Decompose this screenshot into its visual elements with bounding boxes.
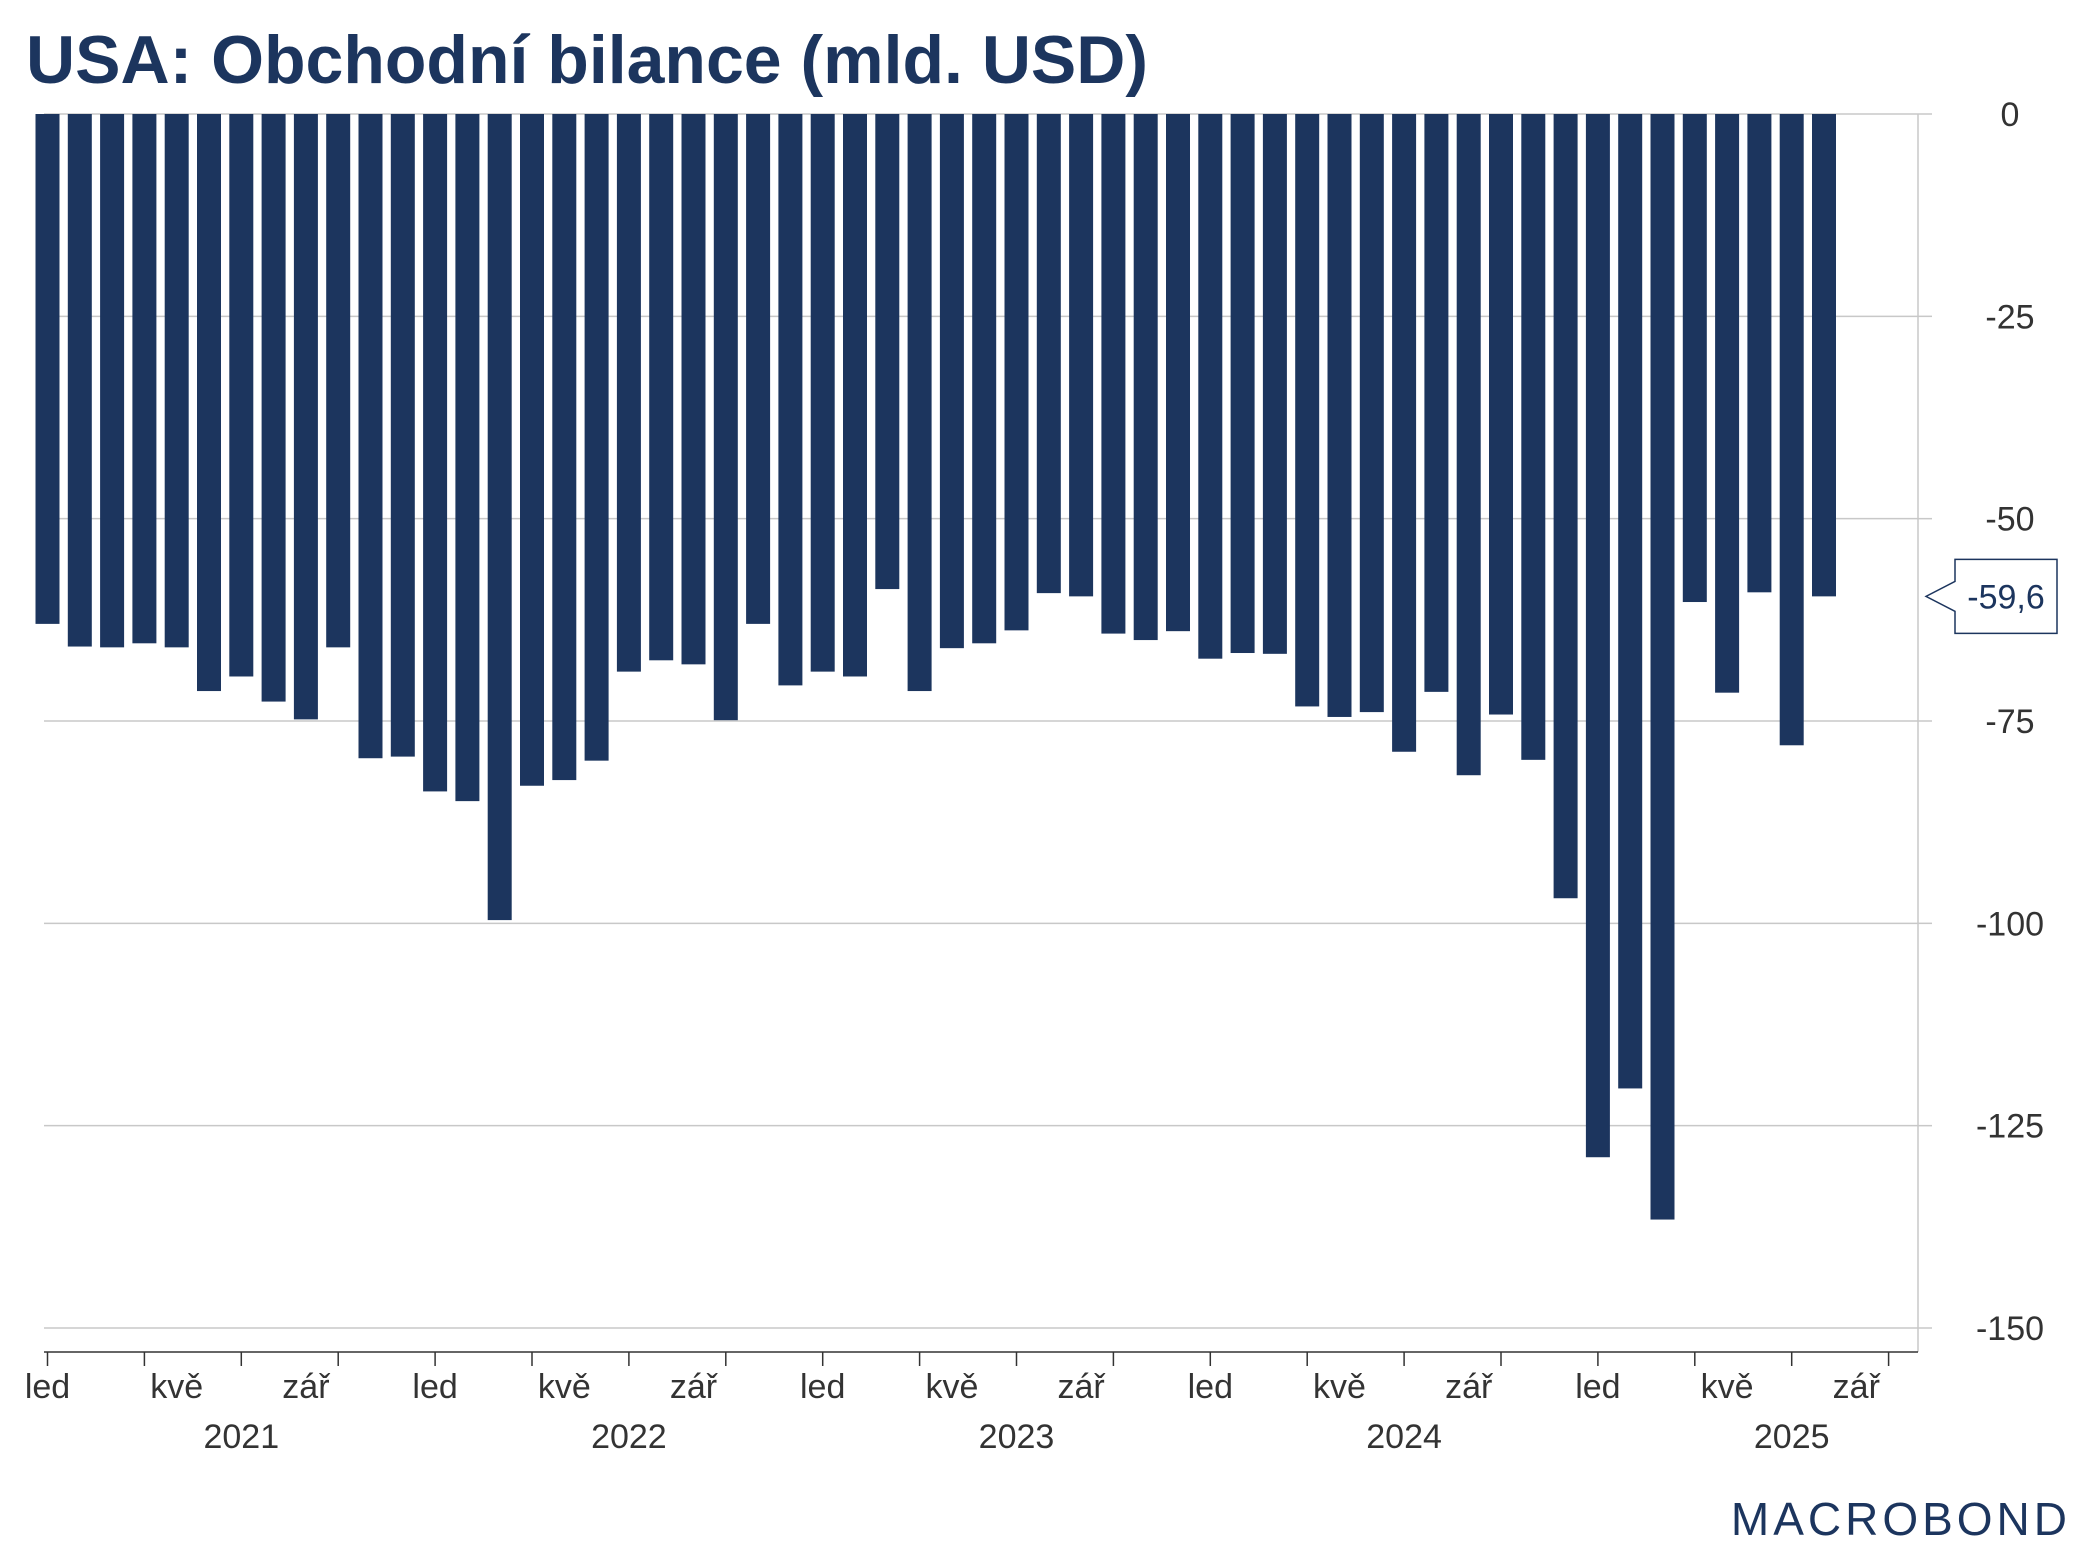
bar-2021-07 bbox=[229, 114, 254, 677]
bar-2024-04 bbox=[1295, 114, 1320, 707]
bar-2023-07 bbox=[1004, 114, 1029, 631]
bar-2022-09 bbox=[681, 114, 706, 665]
bar-2024-09 bbox=[1456, 114, 1481, 776]
bar-2021-03 bbox=[100, 114, 125, 648]
bar-2024-03 bbox=[1262, 114, 1287, 654]
bar-2024-07 bbox=[1392, 114, 1417, 752]
x-tick-label: kvě bbox=[150, 1368, 203, 1406]
bar-2023-12 bbox=[1166, 114, 1190, 632]
bar-2021-10 bbox=[326, 114, 351, 648]
axes: 0 -25 -50 -75 -100 -125 -150 led kvě zář led kvě zář… bbox=[25, 96, 2044, 1456]
bar-2025-04 bbox=[1682, 114, 1707, 603]
bar-2021-11 bbox=[358, 114, 383, 759]
bar-2023-04 bbox=[907, 114, 932, 692]
bar-2023-08 bbox=[1036, 114, 1061, 594]
bar-2022-01 bbox=[423, 114, 448, 792]
x-tick-label: zář bbox=[282, 1368, 330, 1406]
callout-value-label: -59,6 bbox=[1967, 578, 2045, 616]
x-year-label: 2022 bbox=[591, 1418, 667, 1456]
bar-2025-05 bbox=[1715, 114, 1740, 693]
bar-2022-02 bbox=[455, 114, 480, 802]
y-tick-label: 0 bbox=[2001, 96, 2020, 134]
bar-2024-01 bbox=[1198, 114, 1223, 659]
y-tick-label: -125 bbox=[1976, 1108, 2044, 1146]
x-tick-label: kvě bbox=[1701, 1368, 1754, 1406]
x-year-label: 2023 bbox=[979, 1418, 1055, 1456]
bar-series bbox=[35, 114, 1836, 1220]
x-tick-label: led bbox=[1188, 1368, 1233, 1406]
bar-2022-11 bbox=[746, 114, 771, 624]
macrobond-logo: MACROBOND bbox=[1730, 1493, 2071, 1545]
bar-2022-10 bbox=[713, 114, 738, 721]
x-tick-label: zář bbox=[1445, 1368, 1493, 1406]
y-tick-label: -25 bbox=[1985, 298, 2034, 336]
x-tick-label: kvě bbox=[925, 1368, 978, 1406]
bar-2024-10 bbox=[1489, 114, 1513, 715]
x-tick-label: zář bbox=[1057, 1368, 1105, 1406]
x-tick-label: zář bbox=[670, 1368, 718, 1406]
bar-2024-12 bbox=[1553, 114, 1578, 899]
bar-2021-02 bbox=[67, 114, 92, 647]
bar-2025-07 bbox=[1779, 114, 1804, 746]
bar-2021-08 bbox=[261, 114, 286, 702]
bar-2024-02 bbox=[1230, 114, 1255, 654]
x-tick-label: kvě bbox=[538, 1368, 591, 1406]
bar-2021-05 bbox=[164, 114, 189, 648]
y-tick-label: -100 bbox=[1976, 905, 2044, 943]
bar-2023-11 bbox=[1133, 114, 1158, 641]
bar-2025-06 bbox=[1747, 114, 1772, 593]
bar-2023-06 bbox=[972, 114, 997, 644]
bar-2023-01 bbox=[810, 114, 835, 672]
bar-2023-02 bbox=[843, 114, 867, 677]
x-tick-label: led bbox=[800, 1368, 845, 1406]
callout-box bbox=[1924, 558, 2058, 635]
bar-2022-07 bbox=[616, 114, 641, 672]
bar-2021-01 bbox=[35, 114, 60, 624]
x-tick-label: kvě bbox=[1313, 1368, 1366, 1406]
bar-2022-04 bbox=[520, 114, 544, 786]
x-year-label: 2024 bbox=[1366, 1418, 1442, 1456]
bar-2022-05 bbox=[552, 114, 577, 781]
bar-2024-06 bbox=[1359, 114, 1384, 713]
x-year-label: 2021 bbox=[203, 1418, 279, 1456]
bar-2025-03 bbox=[1650, 114, 1675, 1220]
bar-2021-06 bbox=[197, 114, 221, 692]
bar-2023-03 bbox=[875, 114, 900, 590]
bar-2022-06 bbox=[584, 114, 609, 761]
bar-2022-12 bbox=[778, 114, 803, 686]
bar-2022-03 bbox=[487, 114, 512, 921]
bar-2024-08 bbox=[1424, 114, 1449, 692]
last-value-callout: -59,6 bbox=[1924, 558, 2058, 635]
bar-2021-12 bbox=[390, 114, 415, 757]
bar-2022-08 bbox=[649, 114, 674, 661]
bar-2025-08 bbox=[1812, 114, 1836, 597]
bar-2025-01 bbox=[1585, 114, 1610, 1158]
y-tick-label: -150 bbox=[1976, 1310, 2044, 1348]
bar-2023-10 bbox=[1101, 114, 1126, 634]
y-tick-label: -75 bbox=[1985, 703, 2034, 741]
page-title: USA: Obchodní bilance (mld. USD) bbox=[26, 22, 1149, 98]
bar-2023-09 bbox=[1069, 114, 1094, 597]
y-tick-label: -50 bbox=[1985, 501, 2034, 539]
bar-2023-05 bbox=[939, 114, 964, 649]
x-tick-label: zář bbox=[1833, 1368, 1881, 1406]
bar-2025-02 bbox=[1618, 114, 1643, 1089]
x-tick-label: led bbox=[25, 1368, 70, 1406]
bar-2024-05 bbox=[1327, 114, 1352, 717]
x-tick-label: led bbox=[1575, 1368, 1620, 1406]
bar-2024-11 bbox=[1521, 114, 1546, 760]
x-tick-label: led bbox=[412, 1368, 457, 1406]
bar-2021-09 bbox=[293, 114, 318, 720]
x-year-label: 2025 bbox=[1754, 1418, 1830, 1456]
bar-2021-04 bbox=[132, 114, 157, 644]
